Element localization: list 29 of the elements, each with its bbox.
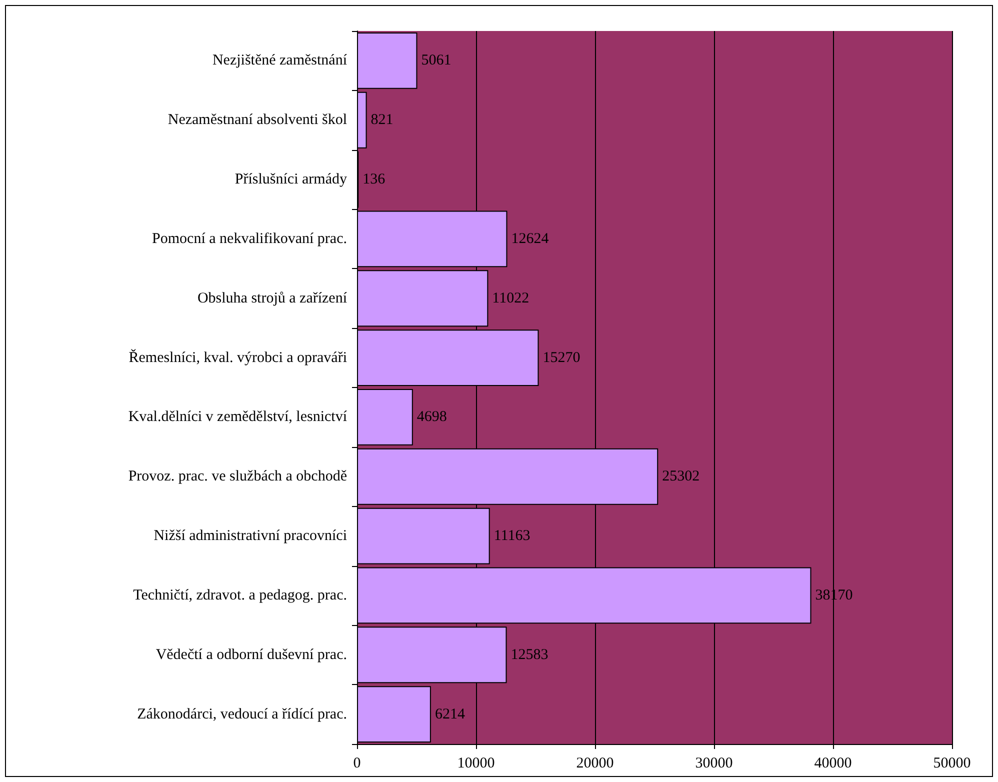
y-tick-label: Nezjištěné zaměstnání bbox=[212, 52, 348, 69]
data-label: 12624 bbox=[511, 230, 550, 247]
x-tick-label: 40000 bbox=[814, 756, 852, 772]
data-label: 6214 bbox=[434, 706, 466, 722]
data-label: 25302 bbox=[662, 468, 700, 485]
data-label: 15270 bbox=[542, 350, 580, 366]
data-label: 12583 bbox=[510, 646, 548, 663]
y-tick-label: Techničtí, zdravot. a pedagog. prac. bbox=[133, 587, 347, 604]
x-tick-label: 30000 bbox=[695, 756, 733, 772]
data-label: 4698 bbox=[416, 409, 447, 426]
y-tick-label: Pomocní a nekvalifikovaní prac. bbox=[152, 230, 347, 247]
y-tick-label: Zákonodárci, vedoucí a řídící prac. bbox=[137, 706, 347, 722]
y-tick-label: Nezaměstnaní absolventi škol bbox=[168, 112, 347, 128]
data-label: 11163 bbox=[494, 528, 530, 544]
y-tick-label: Kval.dělníci v zemědělství, lesnictví bbox=[128, 409, 348, 426]
data-label: 136 bbox=[362, 172, 386, 188]
y-tick-label: Nižší administrativní pracovníci bbox=[154, 528, 347, 544]
x-tick-label: 10000 bbox=[457, 756, 495, 772]
data-label: 821 bbox=[370, 112, 394, 128]
y-tick-label: Provoz. prac. ve službách a obchodě bbox=[128, 468, 348, 485]
data-label: 5061 bbox=[421, 52, 452, 69]
y-tick-label: Příslušníci armády bbox=[234, 172, 348, 188]
data-label: 11022 bbox=[492, 290, 530, 306]
x-tick-label: 0 bbox=[353, 756, 361, 772]
x-tick-label: 50000 bbox=[933, 756, 971, 772]
y-tick-label: Vědečtí a odborní duševní prac. bbox=[156, 646, 347, 663]
y-tick-label: Řemeslníci, kval. výrobci a opraváři bbox=[128, 348, 347, 366]
x-tick-label: 20000 bbox=[576, 756, 614, 772]
y-tick-label: Obsluha strojů a zařízení bbox=[197, 290, 348, 306]
